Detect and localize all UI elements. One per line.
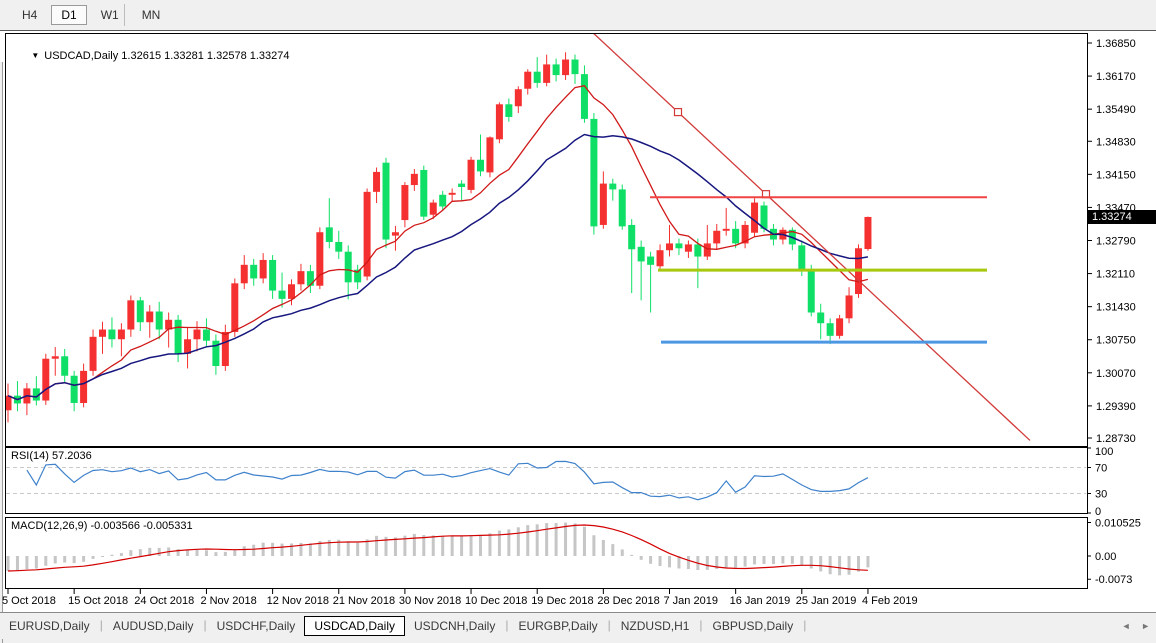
window-left-frame (0, 62, 3, 643)
tab-separator: | (803, 618, 807, 632)
timeframe-tab-d1[interactable]: D1 (51, 5, 87, 25)
chart-dropdown-icon[interactable]: ▼ (31, 51, 40, 60)
timeframe-tab-mn[interactable]: MN (141, 8, 161, 22)
tab-separator: | (699, 618, 703, 632)
symbol-tab-gbpusd[interactable]: GBPUSD,Daily (712, 619, 794, 633)
price-chart-panel[interactable]: ▼ USDCAD,Daily 1.32615 1.33281 1.32578 1.… (5, 33, 1088, 447)
symbol-tab-usdcnh[interactable]: USDCNH,Daily (414, 619, 496, 633)
rsi-label: RSI(14) 57.2036 (11, 450, 92, 462)
chart-ohlc-values: 1.32615 1.33281 1.32578 1.33274 (121, 50, 290, 62)
macd-label: MACD(12,26,9) -0.003566 -0.005331 (11, 520, 193, 532)
symbol-tab-eurusd[interactable]: EURUSD,Daily (9, 619, 90, 633)
timeframe-tab-w1[interactable]: W1 (100, 8, 119, 22)
chart-title: ▼ USDCAD,Daily 1.32615 1.33281 1.32578 1.… (13, 38, 290, 74)
symbol-tab-eurgbp[interactable]: EURGBP,Daily (518, 619, 598, 633)
chart-workspace: ▼ USDCAD,Daily 1.32615 1.33281 1.32578 1.… (0, 31, 1156, 643)
timeframe-tabs: H4 D1 W1 MN (0, 5, 169, 25)
chart-symbol-label: USDCAD,Daily (44, 50, 119, 62)
timeframe-tab-h4[interactable]: H4 (22, 8, 38, 22)
macd-indicator-panel[interactable]: MACD(12,26,9) -0.003566 -0.005331 (5, 517, 1088, 589)
tab-separator: | (203, 618, 207, 632)
tab-scroll-right-icon[interactable]: ► (1141, 621, 1150, 631)
symbol-tab-bar: EURUSD,Daily | AUDUSD,Daily | USDCHF,Daily US… (0, 612, 1156, 639)
symbol-tabs: EURUSD,Daily | AUDUSD,Daily | USDCHF,Daily US… (0, 616, 807, 636)
timeframe-toolbar: H4 D1 W1 MN (0, 0, 1156, 31)
toolbar-divider (124, 4, 125, 26)
symbol-tab-nzdusd[interactable]: NZDUSD,H1 (620, 619, 690, 633)
tab-scroll-nav: ◄ ► (1114, 621, 1150, 631)
rsi-indicator-panel[interactable]: RSI(14) 57.2036 (5, 447, 1088, 514)
tab-scroll-left-icon[interactable]: ◄ (1121, 621, 1131, 631)
current-price-badge: 1.33274 (1088, 210, 1156, 224)
tab-separator: | (505, 618, 509, 632)
tab-separator: | (607, 618, 611, 632)
tab-separator: | (99, 618, 103, 632)
symbol-tab-audusd[interactable]: AUDUSD,Daily (112, 619, 194, 633)
symbol-tab-usdchf[interactable]: USDCHF,Daily (216, 619, 296, 633)
symbol-tab-usdcad[interactable]: USDCAD,Daily (304, 616, 405, 636)
